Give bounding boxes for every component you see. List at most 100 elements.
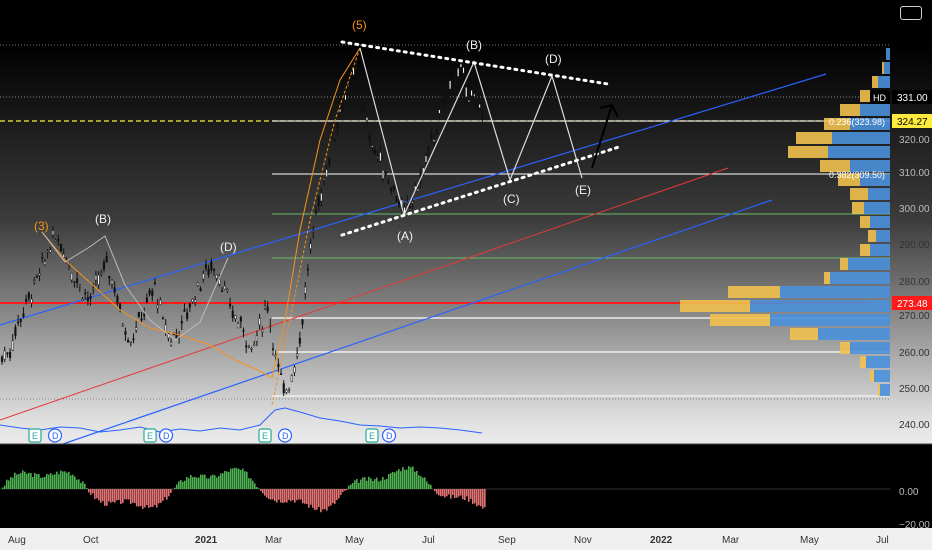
oscillator-bar bbox=[16, 474, 18, 489]
profile-bar-blue bbox=[866, 356, 890, 368]
oscillator-bar bbox=[282, 489, 284, 503]
oscillator-bar bbox=[186, 476, 188, 489]
candle-body bbox=[390, 187, 393, 192]
oscillator-bar bbox=[102, 489, 104, 502]
candle-body bbox=[266, 306, 269, 312]
candle-body bbox=[41, 257, 44, 259]
svg-text:D: D bbox=[163, 431, 170, 441]
time-tick: May bbox=[800, 535, 819, 546]
earnings-marker[interactable]: E bbox=[143, 428, 157, 443]
candle-body bbox=[392, 186, 395, 190]
oscillator-bar bbox=[382, 476, 384, 489]
candle-body bbox=[196, 282, 199, 286]
oscillator-axis[interactable]: 0.00 −20.00 bbox=[899, 487, 930, 531]
oscillator-bar bbox=[264, 489, 266, 496]
yellow-level-text: 324.27 bbox=[897, 117, 928, 128]
oscillator-bar bbox=[38, 473, 40, 489]
dividend-marker[interactable]: D bbox=[277, 428, 293, 443]
candle-body bbox=[368, 135, 371, 142]
oscillator-bar bbox=[464, 489, 466, 501]
oscillator-bar bbox=[112, 489, 114, 502]
oscillator-bar bbox=[272, 489, 274, 500]
time-tick: Oct bbox=[83, 535, 99, 546]
oscillator-bar bbox=[66, 472, 68, 489]
oscillator-bar bbox=[300, 489, 302, 500]
wave-label-d1: (D) bbox=[220, 240, 237, 254]
oscillator-bar bbox=[260, 489, 262, 492]
candle-body bbox=[30, 298, 33, 304]
oscillator-bar bbox=[476, 489, 478, 507]
earnings-marker[interactable]: E bbox=[258, 428, 272, 443]
oscillator-bar bbox=[440, 489, 442, 497]
candle-body bbox=[242, 330, 245, 332]
profile-bar-yellow bbox=[710, 314, 770, 326]
oscillator-bar bbox=[28, 472, 30, 489]
oscillator-bar bbox=[270, 489, 272, 500]
profile-bar-blue bbox=[830, 272, 890, 284]
oscillator-bar bbox=[350, 484, 352, 489]
oscillator-bar bbox=[366, 480, 368, 489]
oscillator-bar bbox=[176, 484, 178, 489]
chart-settings-button[interactable] bbox=[900, 6, 922, 20]
profile-bar-blue bbox=[870, 216, 890, 228]
oscillator-bar bbox=[480, 489, 482, 507]
oscillator-bar bbox=[302, 489, 304, 504]
oscillator-bar bbox=[230, 468, 232, 489]
oscillator-bar bbox=[424, 477, 426, 489]
dividend-marker[interactable]: D bbox=[158, 428, 174, 443]
oscillator-bar bbox=[124, 489, 126, 500]
time-axis[interactable]: Aug Oct 2021 Mar May Jul Sep Nov 2022 Mar May Jul bbox=[8, 535, 889, 546]
candle-body bbox=[298, 337, 301, 344]
candle-body bbox=[199, 288, 202, 292]
time-tick: May bbox=[345, 535, 364, 546]
oscillator-bar bbox=[334, 489, 336, 504]
candle-body bbox=[145, 297, 148, 303]
time-axis-background bbox=[0, 528, 932, 550]
oscillator-bar bbox=[284, 489, 286, 503]
earnings-marker[interactable]: E bbox=[365, 428, 379, 443]
oscillator-bar bbox=[348, 485, 350, 489]
oscillator-bar bbox=[180, 479, 182, 489]
candle-body bbox=[438, 109, 441, 114]
svg-text:D: D bbox=[282, 431, 289, 441]
dividend-marker[interactable]: D bbox=[381, 428, 397, 443]
oscillator-bar bbox=[150, 489, 152, 508]
oscillator-bar bbox=[388, 474, 390, 489]
price-badges: HD 331.00 324.27 273.48 bbox=[870, 90, 932, 310]
oscillator-bar bbox=[82, 481, 84, 489]
price-axis[interactable]: 320.00 310.00 300.00 290.00 280.00 270.00 260.… bbox=[899, 135, 930, 431]
oscillator-bar bbox=[26, 473, 28, 489]
oscillator-bar bbox=[306, 489, 308, 505]
candle-body bbox=[204, 264, 207, 269]
oscillator-bar bbox=[226, 471, 228, 489]
profile-bar-yellow bbox=[870, 370, 874, 382]
candle-body bbox=[108, 275, 111, 279]
oscillator-bar bbox=[452, 489, 454, 495]
candle-body bbox=[462, 67, 465, 74]
oscillator-bar bbox=[194, 476, 196, 489]
candle-body bbox=[387, 181, 390, 183]
oscillator-bar bbox=[40, 477, 42, 489]
candle-body bbox=[331, 137, 334, 140]
dividend-marker[interactable]: D bbox=[47, 428, 63, 443]
earnings-marker[interactable]: E bbox=[28, 428, 42, 443]
candle-body bbox=[355, 62, 358, 71]
oscillator-bar bbox=[220, 473, 222, 489]
oscillator-bar bbox=[266, 489, 268, 498]
oscillator-bar bbox=[298, 489, 300, 500]
candle-body bbox=[424, 155, 428, 163]
candle-body bbox=[451, 89, 454, 91]
oscillator-bar bbox=[70, 475, 72, 489]
profile-bar-yellow bbox=[872, 76, 878, 88]
orange-wave-dashed bbox=[271, 47, 361, 406]
profile-bar-blue bbox=[870, 244, 890, 256]
time-tick: Jul bbox=[876, 535, 889, 546]
candle-body bbox=[481, 115, 484, 121]
oscillator-bar bbox=[224, 470, 226, 489]
price-tick: 250.00 bbox=[899, 384, 930, 395]
oscillator-bar bbox=[94, 489, 96, 500]
oscillator-bar bbox=[142, 489, 144, 509]
symbol-badge bbox=[870, 90, 890, 104]
oscillator-bar bbox=[12, 477, 14, 489]
